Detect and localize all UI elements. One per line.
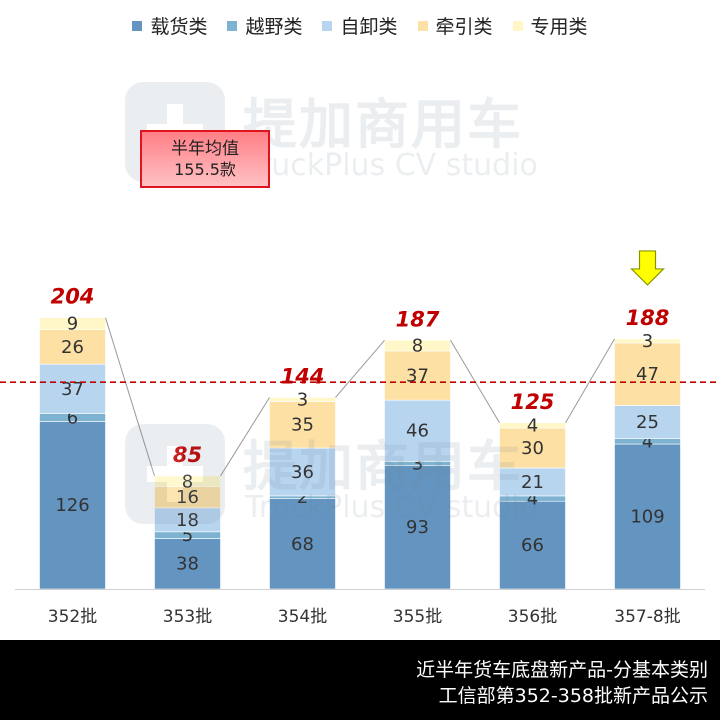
average-annotation-box: 半年均值 155.5款	[140, 130, 270, 188]
legend-label: 载货类	[150, 16, 208, 38]
bar-segment	[39, 317, 106, 330]
segment-value-label: 126	[55, 495, 89, 516]
segment-value-label: 4	[527, 489, 538, 510]
connector-line	[565, 338, 615, 424]
legend-swatch	[322, 20, 333, 31]
legend-label: 自卸类	[340, 16, 398, 38]
segment-value-label: 26	[61, 337, 84, 358]
legend-item-offroad: 越野类	[227, 12, 302, 39]
segment-value-label: 21	[521, 472, 544, 493]
average-label-line2: 155.5款	[174, 160, 236, 179]
x-tick-label: 352批	[48, 607, 97, 627]
total-value-label: 187	[396, 307, 440, 331]
bar-segment	[154, 538, 221, 590]
legend-item-dump: 自卸类	[322, 12, 398, 39]
bar-segment	[614, 338, 681, 344]
x-tick-label: 354批	[278, 607, 327, 627]
x-tick-label: 353批	[163, 607, 212, 627]
total-value-label: 204	[51, 285, 95, 309]
stacked-bar-chart: 126637269204352批3851816885353批6823635314…	[0, 250, 720, 627]
segment-value-label: 46	[406, 421, 429, 442]
legend-item-tractor: 牵引类	[417, 12, 493, 39]
segment-value-label: 25	[636, 412, 659, 433]
legend-label: 牵引类	[435, 16, 493, 38]
segment-value-label: 36	[291, 462, 314, 483]
legend-swatch	[512, 20, 523, 31]
legend-swatch	[227, 20, 238, 31]
segment-value-label: 66	[521, 535, 544, 556]
segment-value-label: 16	[176, 487, 199, 508]
segment-value-label: 2	[297, 487, 308, 508]
bar-segment	[384, 339, 451, 352]
average-label-line1: 半年均值	[171, 139, 239, 159]
bar-segment	[614, 443, 681, 590]
bar-segment	[384, 350, 451, 401]
chart-legend: 载货类 越野类 自卸类 牵引类 专用类	[0, 12, 720, 39]
segment-value-label: 93	[406, 517, 429, 538]
bar-segment	[614, 405, 681, 440]
segment-value-label: 9	[67, 314, 78, 335]
bar-segment	[269, 447, 336, 497]
segment-value-label: 68	[291, 534, 314, 555]
x-tick-label: 355批	[393, 607, 442, 627]
bar-segment	[39, 329, 106, 365]
bar-segment	[499, 422, 566, 429]
bar-segment	[384, 465, 451, 590]
footer-subtitle: 工信部第352-358批新产品公示	[438, 685, 708, 707]
footer-banner: 近半年货车底盘新产品-分基本类别 工信部第352-358批新产品公示	[0, 640, 720, 720]
bar-segment	[269, 397, 336, 402]
connector-line	[220, 397, 270, 477]
segment-value-label: 18	[176, 510, 199, 531]
total-value-label: 125	[511, 390, 555, 414]
bar-segment	[499, 500, 566, 590]
legend-swatch	[132, 20, 143, 31]
x-tick-label: 356批	[508, 607, 557, 627]
segment-value-label: 3	[297, 389, 308, 410]
bar-segment	[614, 342, 681, 406]
segment-value-label: 37	[406, 366, 429, 387]
segment-value-label: 35	[291, 415, 314, 436]
legend-item-cargo: 载货类	[132, 12, 207, 39]
legend-swatch	[417, 20, 428, 31]
bar-segment	[269, 401, 336, 449]
connector-line	[335, 339, 385, 398]
legend-item-special: 专用类	[512, 12, 588, 39]
footer-title: 近半年货车底盘新产品-分基本类别	[416, 659, 708, 681]
segment-value-label: 6	[67, 407, 78, 428]
bar-segment	[384, 399, 451, 462]
bar-segment	[39, 421, 106, 590]
legend-label: 专用类	[530, 16, 588, 38]
segment-value-label: 4	[527, 415, 538, 436]
legend-label: 越野类	[245, 16, 303, 38]
down-arrow-icon	[630, 250, 665, 286]
total-value-label: 144	[281, 364, 325, 388]
segment-value-label: 30	[521, 438, 544, 459]
segment-value-label: 109	[630, 507, 664, 528]
bar-segment	[499, 427, 566, 469]
total-value-label: 85	[173, 443, 202, 467]
segment-value-label: 5	[182, 525, 193, 546]
connector-line	[105, 317, 155, 477]
bar-segment	[499, 467, 566, 497]
segment-value-label: 8	[182, 471, 193, 492]
segment-value-label: 38	[176, 554, 199, 575]
bar-segment	[154, 475, 221, 487]
segment-value-label: 8	[412, 336, 423, 357]
segment-value-label: 47	[636, 364, 659, 385]
segment-value-label: 3	[412, 453, 423, 474]
total-value-label: 188	[626, 306, 670, 330]
segment-value-label: 4	[642, 431, 653, 452]
segment-value-label: 3	[642, 331, 653, 352]
x-tick-label: 357-8批	[614, 607, 680, 627]
segment-value-label: 37	[61, 379, 84, 400]
